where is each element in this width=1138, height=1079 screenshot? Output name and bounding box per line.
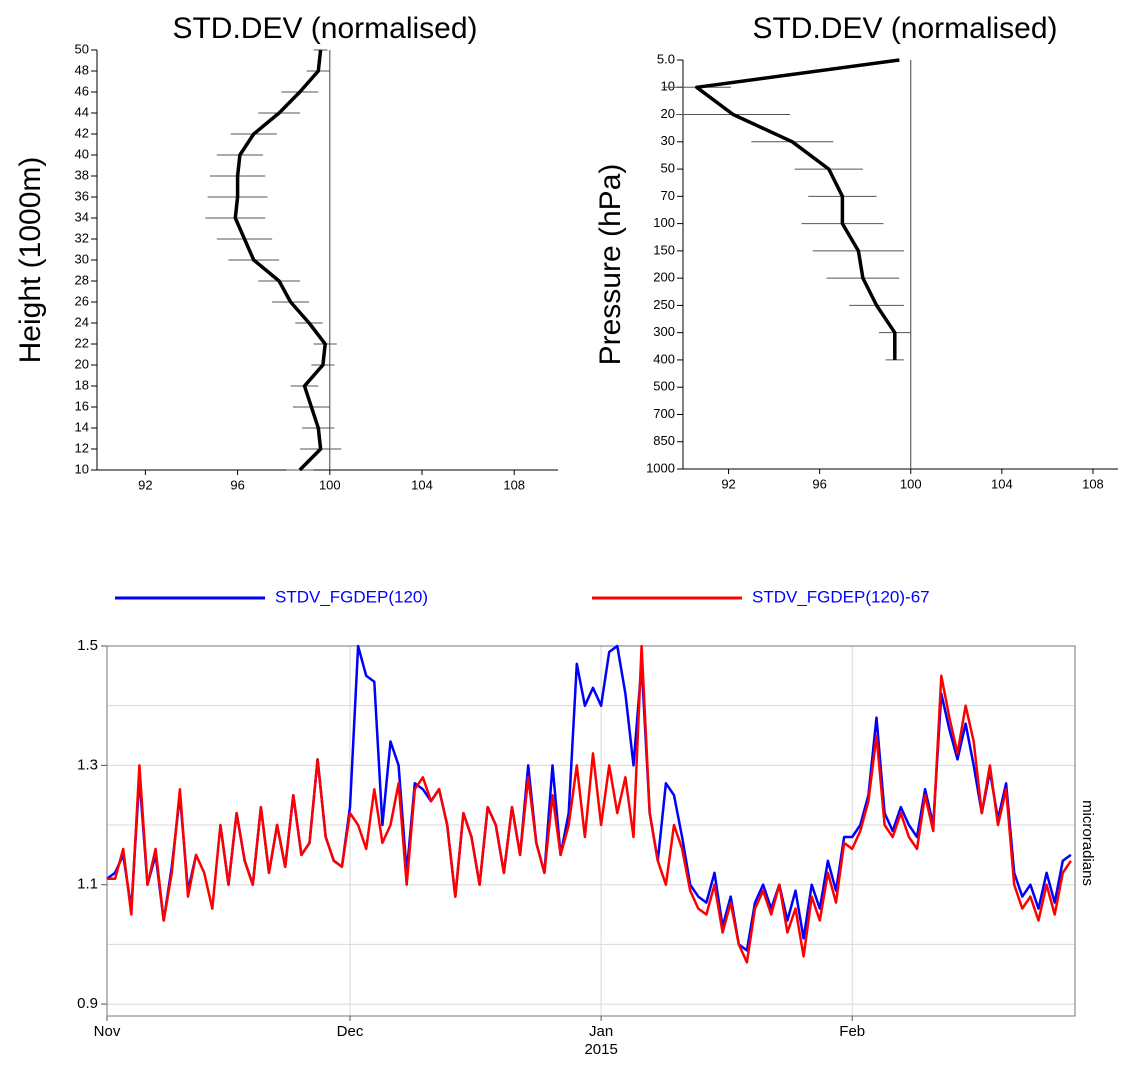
y-tick-label: 70: [661, 188, 675, 203]
y-tick-label: 38: [75, 167, 89, 182]
y-tick-label: 14: [75, 419, 89, 434]
x-tick-label: 100: [319, 477, 341, 492]
y-tick-label: 44: [75, 104, 89, 119]
x-tick-label: 96: [812, 476, 826, 491]
y-tick-label: 250: [653, 297, 675, 312]
y-tick-label: 26: [75, 293, 89, 308]
x-tick-label: 96: [230, 477, 244, 492]
x-tick-label: Nov: [94, 1023, 121, 1040]
y-tick-label: 200: [653, 270, 675, 285]
x-tick-label: 100: [900, 476, 922, 491]
y-tick-label: 20: [75, 356, 89, 371]
y-tick-label: 24: [75, 314, 89, 329]
y-tick-label: 20: [661, 106, 675, 121]
y-tick-label: 10: [661, 79, 675, 94]
y-tick-label: 16: [75, 398, 89, 413]
y-tick-label: 50: [661, 161, 675, 176]
y-tick-label: 50: [75, 41, 89, 56]
x-tick-label: 108: [503, 477, 525, 492]
legend-label: STDV_FGDEP(120)-67: [752, 587, 930, 606]
y-tick-label: 150: [653, 242, 675, 257]
x-tick-label: 104: [411, 477, 433, 492]
y-axis-label: Pressure (hPa): [594, 164, 627, 366]
x-tick-label: 104: [991, 476, 1013, 491]
y-tick-label: 0.9: [77, 995, 98, 1012]
y-tick-label: 700: [653, 406, 675, 421]
x-tick-sublabel: 2015: [584, 1041, 617, 1058]
y-tick-label: 32: [75, 230, 89, 245]
legend-label: STDV_FGDEP(120): [275, 587, 428, 606]
y-tick-label: 28: [75, 272, 89, 287]
y-axis-label: Height (1000m): [14, 157, 47, 364]
y-tick-label: 500: [653, 379, 675, 394]
y-axis-label: microradians: [1079, 800, 1096, 886]
y-tick-label: 36: [75, 188, 89, 203]
series-line: [107, 644, 1072, 964]
y-tick-label: 1.3: [77, 756, 98, 773]
y-tick-label: 34: [75, 209, 89, 224]
y-tick-label: 400: [653, 351, 675, 366]
y-tick-label: 1.5: [77, 637, 98, 654]
x-tick-label: Dec: [337, 1023, 364, 1040]
profile-line: [694, 58, 900, 360]
y-tick-label: 850: [653, 433, 675, 448]
y-tick-label: 100: [653, 215, 675, 230]
x-tick-label: Jan: [589, 1023, 613, 1040]
x-tick-label: 92: [721, 476, 735, 491]
y-tick-label: 1.1: [77, 876, 98, 893]
y-tick-label: 30: [661, 133, 675, 148]
profile-line: [233, 49, 327, 472]
x-tick-label: Feb: [839, 1023, 865, 1040]
plot-frame: [106, 645, 1076, 1017]
y-tick-label: 300: [653, 324, 675, 339]
x-tick-label: 92: [138, 477, 152, 492]
x-tick-label: 108: [1082, 476, 1104, 491]
y-tick-label: 22: [75, 335, 89, 350]
y-tick-label: 12: [75, 440, 89, 455]
y-tick-label: 30: [75, 251, 89, 266]
y-tick-label: 5.0: [657, 51, 675, 66]
y-tick-label: 10: [75, 461, 89, 476]
y-tick-label: 40: [75, 146, 89, 161]
y-tick-label: 46: [75, 83, 89, 98]
y-tick-label: 48: [75, 62, 89, 77]
y-tick-label: 42: [75, 125, 89, 140]
y-tick-label: 18: [75, 377, 89, 392]
y-tick-label: 1000: [646, 460, 675, 475]
chart-title: STD.DEV (normalised): [172, 12, 477, 45]
chart-title: STD.DEV (normalised): [752, 12, 1057, 45]
